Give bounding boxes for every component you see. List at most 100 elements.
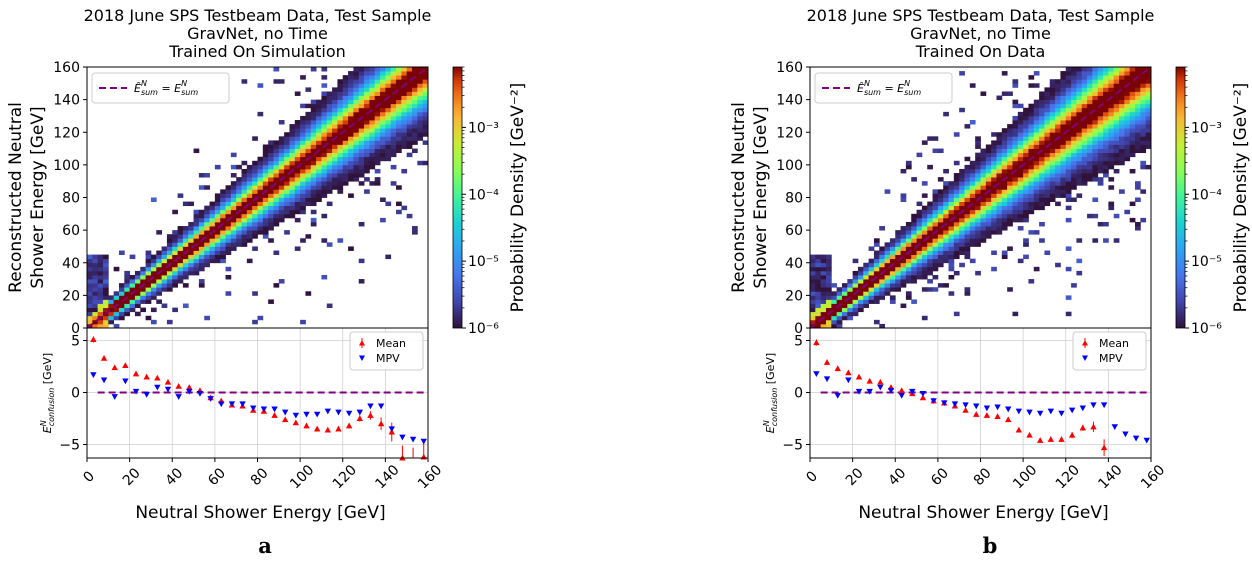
heatmap-cell xyxy=(161,274,168,280)
heatmap-cell xyxy=(959,221,965,227)
heatmap-cell xyxy=(332,177,338,182)
heatmap-cell xyxy=(268,217,274,223)
heatmap-cell xyxy=(337,168,344,174)
heatmap-cell xyxy=(1103,67,1109,72)
data-point-mpv xyxy=(335,409,342,416)
heatmap-cell xyxy=(353,103,360,109)
heatmap-cell xyxy=(401,128,408,133)
heatmap-cell xyxy=(932,205,939,211)
heatmap-cell xyxy=(1092,128,1099,133)
heatmap-cell xyxy=(884,283,891,288)
heatmap-cell xyxy=(1001,213,1008,219)
heatmap-cell xyxy=(847,311,854,317)
heatmap-cell xyxy=(166,283,173,288)
heatmap-cell xyxy=(825,262,832,268)
heatmap-cell xyxy=(337,128,344,133)
heatmap-cell xyxy=(980,185,987,190)
data-point-mpv xyxy=(377,403,385,410)
heatmap-cell xyxy=(417,87,424,92)
heatmap-cell xyxy=(985,234,992,239)
heatmap-cell xyxy=(937,209,944,215)
heatmap-cell xyxy=(252,230,258,235)
heatmap-cell xyxy=(417,103,424,109)
heatmap-cell xyxy=(831,311,838,317)
heatmap-cell xyxy=(959,181,965,186)
heatmap-cell xyxy=(241,234,248,239)
heatmap-cell xyxy=(1076,83,1083,88)
heatmap-cell xyxy=(198,226,205,231)
heatmap-cell xyxy=(230,217,237,223)
data-point-mean xyxy=(90,336,97,342)
heatmap-cell xyxy=(257,201,264,207)
legend-marker-mean xyxy=(1082,340,1088,346)
heatmap-cell xyxy=(209,205,216,211)
heatmap-cell xyxy=(831,283,838,288)
heatmap-cell xyxy=(294,168,301,174)
legend-marker-mpv xyxy=(1082,355,1088,361)
heatmap-cell xyxy=(1076,79,1083,84)
heatmap-cell xyxy=(863,266,870,272)
heatmap-cell xyxy=(1065,177,1072,182)
heatmap-cell xyxy=(831,295,838,300)
heatmap-cell xyxy=(852,307,859,313)
heatmap-cell xyxy=(177,258,184,264)
heatmap-cell xyxy=(102,315,109,321)
heatmap-cell xyxy=(980,164,987,170)
data-point-mpv xyxy=(898,393,905,399)
heatmap-cell xyxy=(820,291,827,296)
heatmap-cell xyxy=(1044,124,1051,129)
heatmap-cell xyxy=(836,295,843,300)
heatmap-cell xyxy=(358,173,365,178)
heatmap-cell xyxy=(948,258,955,264)
heatmap-cell xyxy=(1060,148,1067,154)
heatmap-cell xyxy=(948,266,955,272)
chart-title-line: Trained On Simulation xyxy=(168,42,346,61)
heatmap-cell xyxy=(87,303,93,309)
heatmap-cell xyxy=(1028,201,1035,207)
heatmap-cell xyxy=(1092,160,1099,166)
heatmap-cell xyxy=(294,201,301,207)
heatmap-cell xyxy=(1108,115,1115,121)
heatmap-cell xyxy=(284,132,290,137)
heatmap-cell xyxy=(1081,95,1088,101)
heatmap-cell xyxy=(868,291,875,296)
data-point-mpv xyxy=(282,409,289,416)
heatmap-cell xyxy=(353,132,360,137)
heatmap-cell xyxy=(1108,164,1115,170)
heatmap-cell xyxy=(953,189,960,194)
heatmap-cell xyxy=(321,75,328,80)
heatmap-cell xyxy=(177,279,184,284)
heatmap-cell xyxy=(406,140,413,145)
heatmap-cell xyxy=(1017,103,1024,109)
heatmap-cell xyxy=(316,136,322,141)
heatmap-cell xyxy=(1076,148,1083,154)
heatmap-cell xyxy=(284,152,290,158)
heatmap-cell xyxy=(385,91,392,96)
heatmap-cell xyxy=(236,181,242,186)
heatmap-cell xyxy=(316,132,322,137)
heatmap-cell xyxy=(140,279,147,284)
heatmap-cell xyxy=(246,177,253,182)
heatmap-cell xyxy=(991,205,997,211)
heatmap-cell xyxy=(369,144,376,149)
heatmap-cell xyxy=(353,75,360,80)
heatmap-cell xyxy=(1023,115,1029,121)
heatmap-cell xyxy=(1044,201,1051,207)
heatmap-cell xyxy=(959,238,965,243)
heatmap-cell xyxy=(1108,107,1115,113)
heatmap-cell xyxy=(996,197,1003,202)
heatmap-cell xyxy=(1033,230,1040,235)
heatmap-cell xyxy=(1039,115,1045,121)
heatmap-cell xyxy=(964,209,971,215)
heatmap-cell xyxy=(959,205,965,211)
heatmap-cell xyxy=(156,254,162,260)
x-tick-label: 60 xyxy=(205,465,229,489)
heatmap-cell xyxy=(348,136,354,141)
heatmap-cell xyxy=(380,83,386,88)
heatmap-cell xyxy=(980,238,987,243)
heatmap-cell xyxy=(1033,156,1040,162)
heatmap-cell xyxy=(1039,164,1045,170)
heatmap-cell xyxy=(820,279,827,284)
heatmap-cell xyxy=(1119,95,1125,101)
heatmap-cell xyxy=(289,177,296,182)
